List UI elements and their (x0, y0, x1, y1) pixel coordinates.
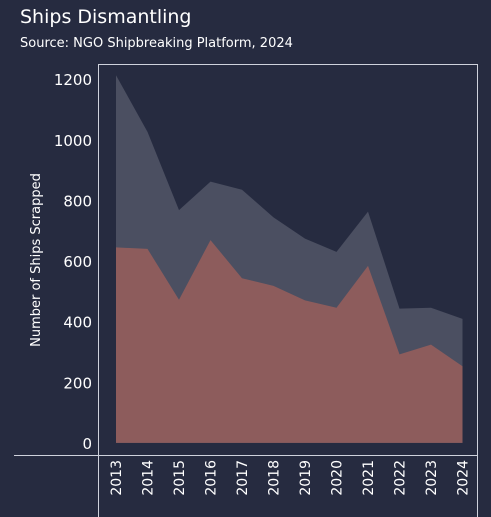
y-tick-label: 0 (82, 435, 92, 453)
x-tick-label: 2020 (330, 460, 346, 496)
y-tick-label: 800 (63, 192, 92, 210)
chart-subtitle: Source: NGO Shipbreaking Platform, 2024 (20, 36, 293, 51)
y-tick-label: 400 (63, 314, 92, 332)
area-series-south-asia (116, 240, 463, 443)
x-tick-label: 2014 (141, 460, 157, 496)
y-tick-labels: 0 200 400 600 800 1000 1200 (54, 71, 92, 453)
y-tick-label: 1200 (54, 71, 92, 89)
x-tick-label: 2015 (172, 460, 188, 496)
x-tick-label: 2013 (109, 460, 125, 496)
x-tick-label: 2018 (267, 460, 283, 496)
x-tick-label: 2019 (298, 460, 314, 496)
x-tick-labels: 2013 2014 2015 2016 2017 2018 2019 2020 2021 2022… (109, 460, 472, 496)
chart-title: Ships Dismantling (20, 6, 192, 28)
area-series-group (116, 75, 463, 443)
y-tick-label: 200 (63, 374, 92, 392)
y-tick-label: 1000 (54, 132, 92, 150)
x-tick-label: 2022 (393, 460, 409, 496)
x-tick-label: 2016 (204, 460, 220, 496)
x-tick-label: 2024 (456, 460, 472, 496)
x-tick-label: 2023 (424, 460, 440, 496)
y-axis-label: Number of Ships Scrapped (29, 173, 44, 347)
y-tick-label: 600 (63, 253, 92, 271)
x-tick-label: 2021 (361, 460, 377, 496)
x-tick-label: 2017 (235, 460, 251, 496)
